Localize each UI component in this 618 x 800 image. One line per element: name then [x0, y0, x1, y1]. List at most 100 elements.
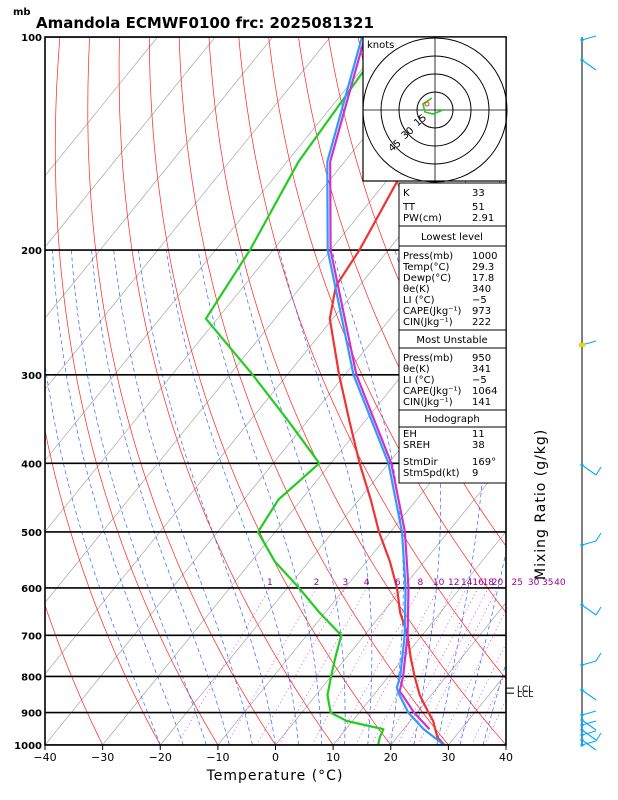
index-label: LI (°C): [403, 295, 435, 306]
dry-adiabat-line: [507, 37, 618, 745]
dry-adiabat-line: [537, 37, 618, 745]
index-value: 51: [472, 202, 485, 213]
wind-level-highlight: [579, 343, 585, 347]
index-label: θe(K): [403, 364, 430, 375]
mixing-ratio-label: 8: [418, 578, 424, 588]
isotherm-line: [45, 37, 273, 319]
wind-level-marker: [580, 728, 584, 732]
index-value: 38: [472, 440, 485, 451]
mixing-ratio-label: 40: [554, 578, 566, 588]
parcel_most_unstable-profile: [329, 37, 431, 730]
isotherm-line: [45, 37, 216, 248]
isotherm-line: [102, 246, 506, 745]
mixing-ratio-label: 6: [395, 578, 401, 588]
wind-barb-flag: [595, 466, 602, 476]
index-value: −5: [472, 375, 487, 386]
dry-adiabat-line: [238, 37, 506, 680]
isotherm-line: [45, 37, 389, 461]
wind-level-marker: [580, 58, 584, 62]
index-label: Press(mb): [403, 353, 453, 364]
moist-adiabat-line: [505, 743, 506, 745]
most-unstable-title: Most Unstable: [416, 335, 487, 346]
index-value: 11: [472, 429, 485, 440]
moist-adiabat-line: [113, 250, 253, 745]
wind-barb: [581, 729, 597, 741]
mixing-ratio-label: 35: [542, 578, 553, 588]
index-table: K 33 TT 51 PW(cm) 2.91 Lowest level Pres…: [398, 182, 507, 484]
isotherm-line: [45, 175, 506, 745]
mixing-ratio-label: 30: [528, 578, 540, 588]
wind-barb: [581, 59, 597, 71]
dry-adiabat-line: [148, 37, 392, 745]
temperature-tick-label: 30: [441, 751, 455, 764]
index-value: 33: [472, 188, 485, 199]
isotherm-line: [275, 459, 506, 745]
dry-adiabat-line: [178, 37, 449, 745]
wind-level-marker: [580, 738, 584, 742]
pressure-tick-label: 700: [21, 631, 42, 642]
wind-level-marker: [580, 713, 584, 717]
mixing-ratio-label: 14: [461, 578, 473, 588]
wind-barb-flag: [595, 606, 602, 616]
isotherm-line: [45, 37, 331, 390]
index-label: Dewp(°C): [403, 273, 451, 284]
temperature-tick-label: 20: [384, 751, 398, 764]
pressure-axis: 100 200 300 400 500 600 700 800 900 1000: [14, 33, 42, 752]
wind-level-marker: [580, 733, 584, 737]
lowest-level-title: Lowest level: [421, 232, 483, 243]
mixing-ratio-line: [384, 587, 467, 745]
profiles: [204, 37, 487, 745]
pressure-tick-label: 200: [21, 246, 42, 257]
wind-barb-flag: [595, 732, 602, 742]
wind-barb-flag: [595, 532, 602, 542]
pressure-tick-label: 500: [21, 528, 42, 539]
index-value: 1000: [472, 251, 497, 262]
temperature-tick-label: 40: [499, 751, 513, 764]
dry-adiabat-line: [567, 37, 618, 745]
moist-adiabat-line: [278, 250, 373, 745]
moist-adiabat-line: [70, 250, 207, 745]
mixing-ratio-label: 4: [364, 578, 370, 588]
wind-level-marker: [580, 663, 584, 667]
index-label: SREH: [403, 440, 430, 451]
index-value: 141: [472, 397, 491, 408]
wind-barb: [581, 710, 597, 716]
pressure-tick-label: 600: [21, 584, 42, 595]
index-group-hodograph: EH 11 SREH 38 StmDir 169° StmSpd(kt) 9: [403, 429, 496, 479]
moist-adiabat-line: [165, 250, 299, 745]
index-value: 340: [472, 284, 491, 295]
x-axis-title: Temperature (°C): [206, 768, 344, 784]
wind-barb: [581, 464, 597, 476]
dry-adiabat-line: [597, 37, 618, 745]
dry-adiabat-line: [54, 37, 219, 745]
wind-level-marker: [580, 543, 584, 547]
mixing-ratio-label: 20: [492, 578, 504, 588]
index-value: 17.8: [472, 273, 494, 284]
mixing-ratio-line: [311, 587, 398, 745]
mixing-ratio-label: 1: [267, 578, 273, 588]
pressure-tick-label: 900: [21, 709, 42, 720]
dry-adiabat-line: [45, 428, 161, 745]
temperature-profile: [328, 37, 487, 745]
index-value: 29.3: [472, 262, 494, 273]
index-label: Temp(°C): [402, 262, 450, 273]
moist-adiabat-line: [137, 250, 276, 745]
index-label: StmSpd(kt): [403, 468, 460, 479]
wind-barb: [581, 739, 597, 751]
lcl-label: LCL: [517, 690, 533, 700]
pressure-tick-label: 400: [21, 459, 42, 470]
mixing-ratio-label: 12: [448, 578, 459, 588]
mixing-ratio-label: 10: [433, 578, 445, 588]
index-value: 9: [472, 468, 478, 479]
pressure-tick-label: 100: [21, 33, 42, 44]
temperature-axis: −40 −30 −20 −10 0 10 20 30 40: [33, 745, 513, 764]
dry-adiabat-line: [45, 604, 103, 745]
index-label: EH: [403, 429, 417, 440]
index-label: PW(cm): [403, 213, 442, 224]
mixing-ratio-line: [371, 587, 454, 745]
index-value: 973: [472, 306, 491, 317]
chart-title: Amandola ECMWF0100 frc: 2025081321: [36, 14, 374, 32]
temperature-tick-label: −40: [33, 751, 56, 764]
